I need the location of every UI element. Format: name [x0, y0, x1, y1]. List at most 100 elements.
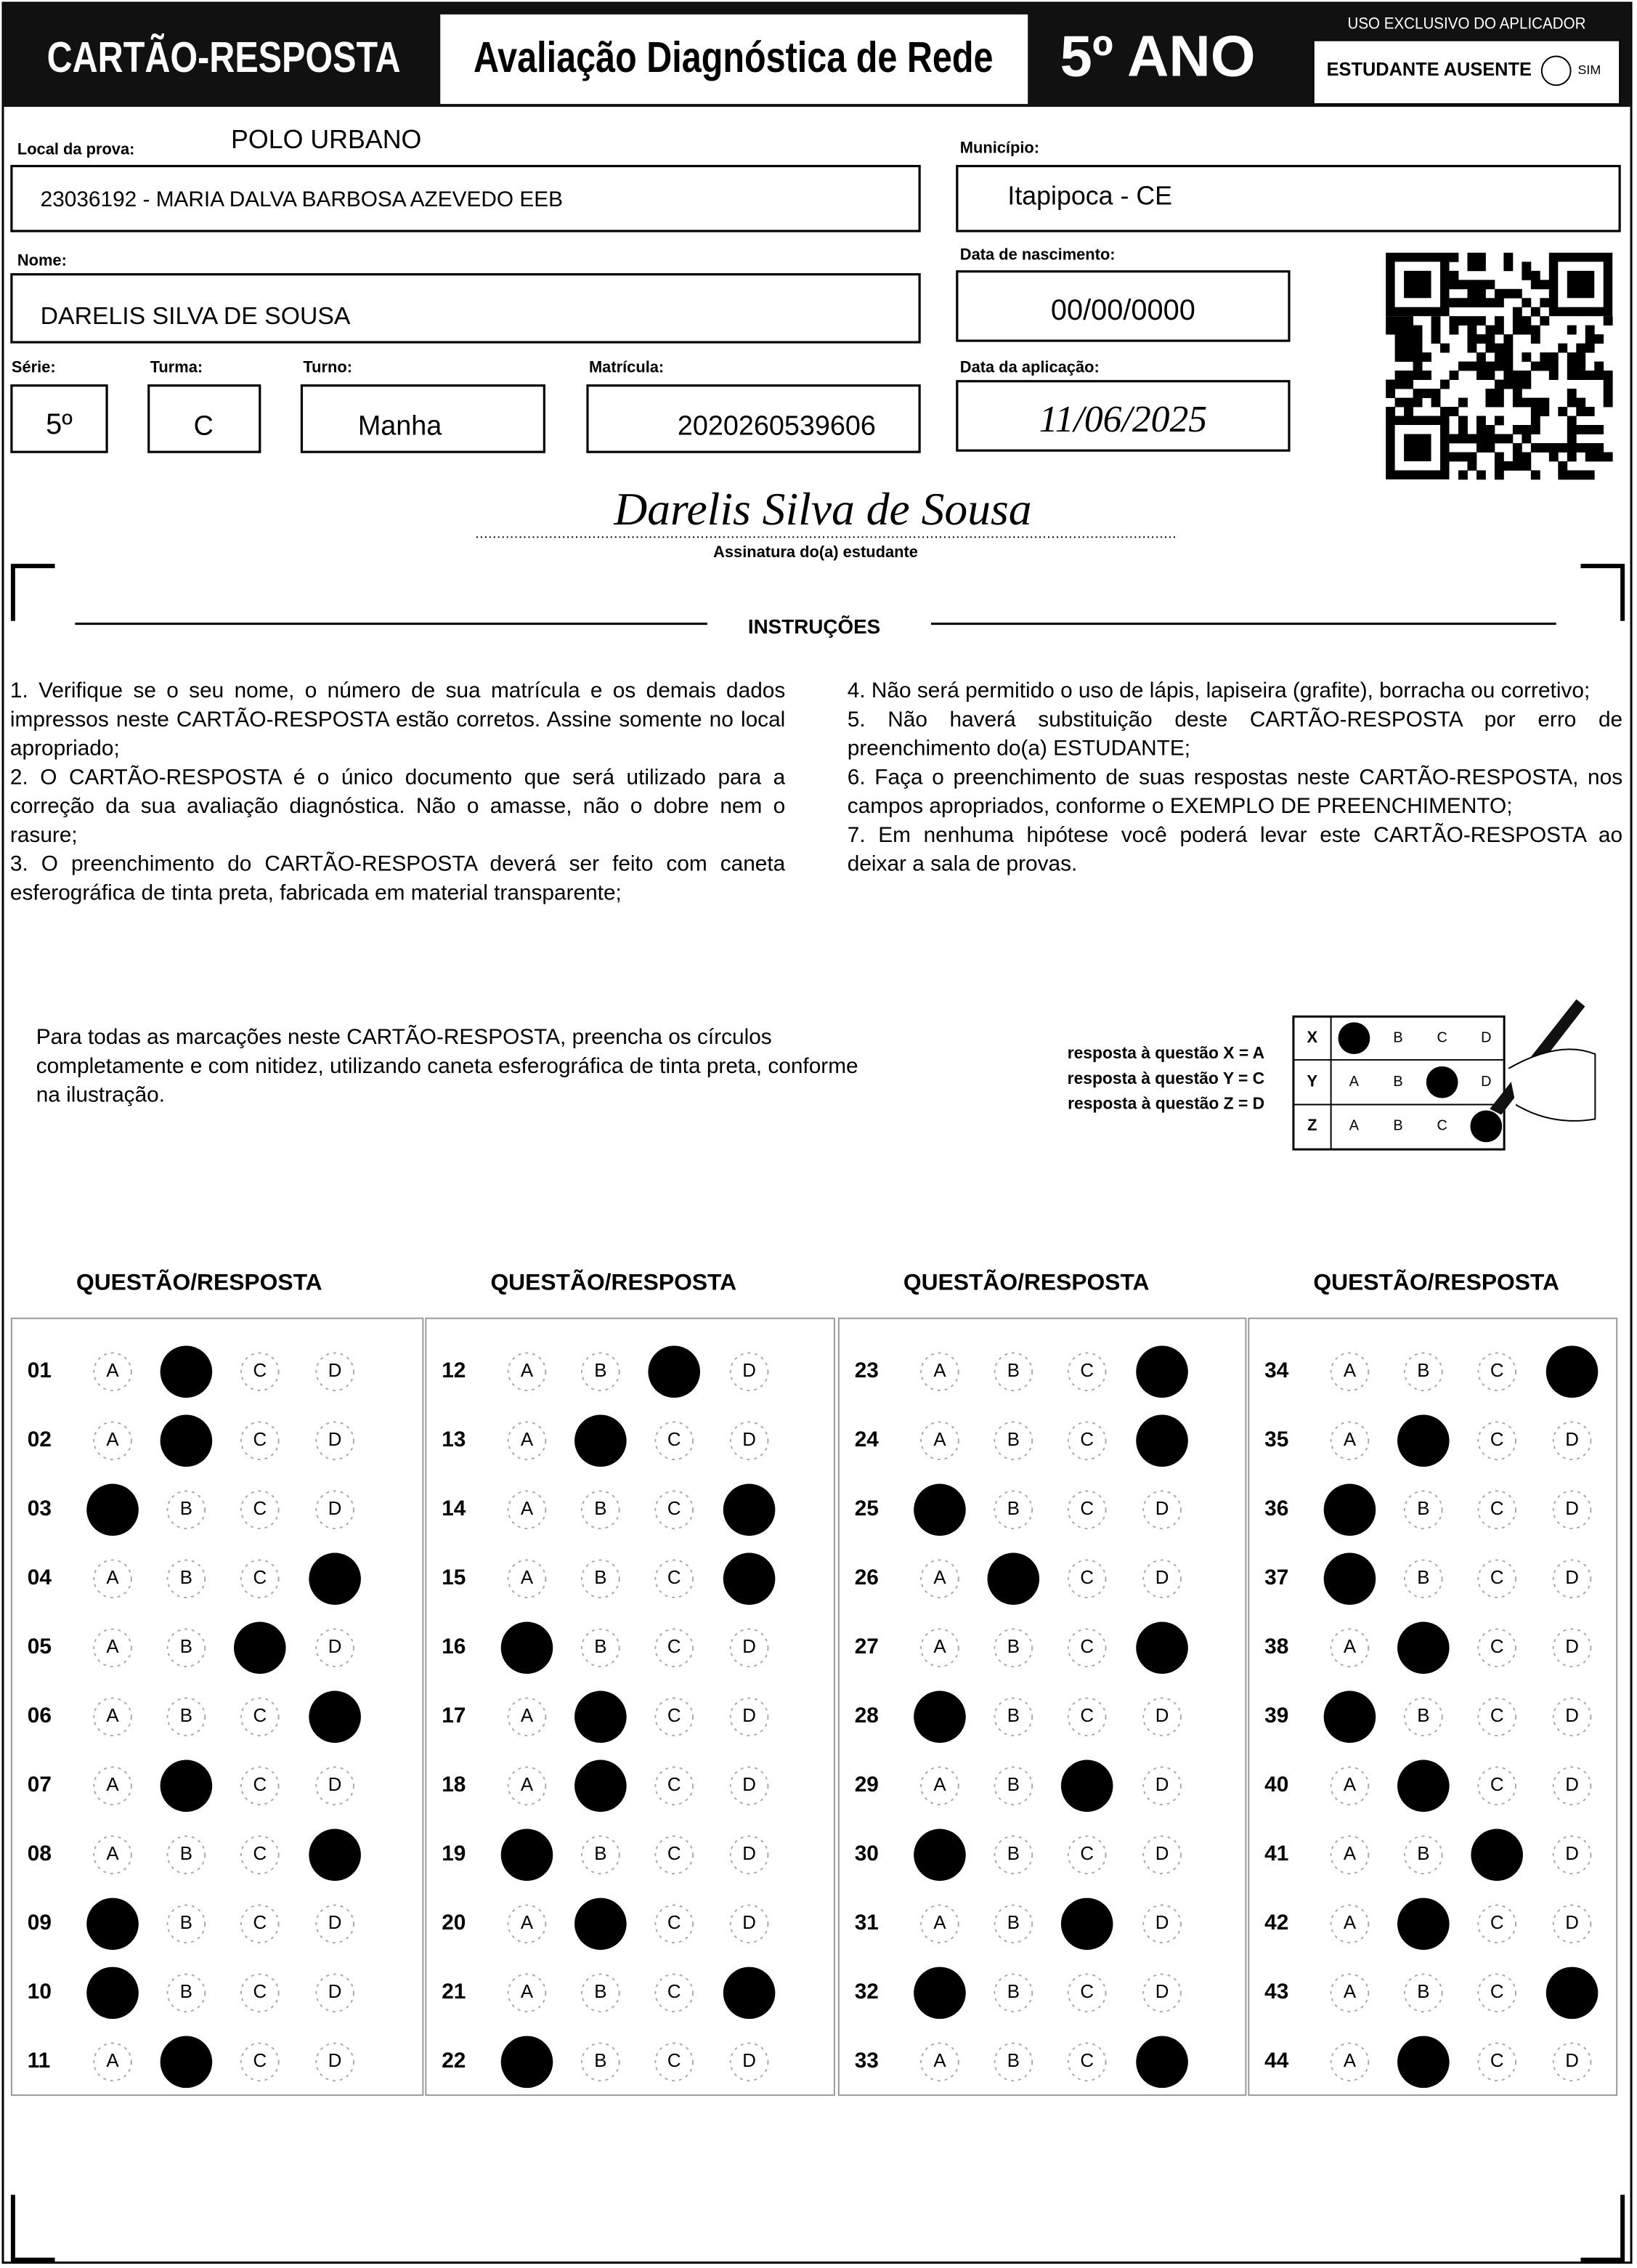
filled-bubble[interactable] — [1060, 1759, 1113, 1813]
bubble[interactable] — [507, 1559, 547, 1599]
bubble[interactable] — [1552, 1697, 1592, 1737]
filled-bubble[interactable] — [86, 1483, 139, 1536]
bubble[interactable] — [994, 1490, 1033, 1530]
filled-bubble[interactable] — [914, 1483, 966, 1536]
filled-bubble[interactable] — [1397, 1414, 1450, 1467]
bubble[interactable] — [166, 1559, 206, 1599]
bubble[interactable] — [1142, 1490, 1182, 1530]
bubble[interactable] — [654, 1421, 694, 1461]
bubble[interactable] — [315, 1352, 354, 1392]
bubble[interactable] — [994, 1697, 1033, 1737]
bubble[interactable] — [315, 1973, 354, 2013]
bubble[interactable] — [507, 1421, 547, 1461]
bubble[interactable] — [240, 1697, 280, 1737]
bubble[interactable] — [315, 1766, 354, 1806]
bubble[interactable] — [994, 1973, 1033, 2013]
filled-bubble[interactable] — [1136, 1345, 1188, 1398]
filled-bubble[interactable] — [1545, 1967, 1599, 2020]
bubble[interactable] — [507, 1904, 547, 1944]
filled-bubble[interactable] — [1323, 1690, 1376, 1743]
bubble[interactable] — [93, 1835, 132, 1875]
bubble[interactable] — [1403, 1835, 1443, 1875]
filled-bubble[interactable] — [987, 1552, 1040, 1605]
bubble[interactable] — [1330, 2042, 1370, 2082]
filled-bubble[interactable] — [1136, 2036, 1188, 2089]
filled-bubble[interactable] — [574, 1414, 627, 1467]
bubble[interactable] — [920, 2042, 959, 2082]
bubble[interactable] — [507, 1697, 547, 1737]
filled-bubble[interactable] — [1471, 1828, 1523, 1882]
bubble[interactable] — [581, 1835, 620, 1875]
bubble[interactable] — [240, 1904, 280, 1944]
filled-bubble[interactable] — [723, 1552, 776, 1605]
filled-bubble[interactable] — [160, 1414, 213, 1467]
bubble[interactable] — [1067, 2042, 1107, 2082]
bubble[interactable] — [1330, 1421, 1370, 1461]
bubble[interactable] — [581, 1973, 620, 2013]
bubble[interactable] — [1477, 1973, 1517, 2013]
bubble[interactable] — [1067, 1973, 1107, 2013]
bubble[interactable] — [1477, 1559, 1517, 1599]
filled-bubble[interactable] — [1323, 1552, 1376, 1605]
absent-bubble[interactable] — [1540, 55, 1572, 86]
bubble[interactable] — [166, 1835, 206, 1875]
bubble[interactable] — [1477, 1352, 1517, 1392]
bubble[interactable] — [1552, 1628, 1592, 1668]
bubble[interactable] — [581, 1628, 620, 1668]
filled-bubble[interactable] — [309, 1552, 361, 1605]
filled-bubble[interactable] — [1397, 1621, 1450, 1674]
bubble[interactable] — [1477, 1697, 1517, 1737]
bubble[interactable] — [1403, 1973, 1443, 2013]
bubble[interactable] — [1330, 1835, 1370, 1875]
bubble[interactable] — [581, 2042, 620, 2082]
bubble[interactable] — [240, 1973, 280, 2013]
bubble[interactable] — [994, 1352, 1033, 1392]
bubble[interactable] — [507, 1973, 547, 2013]
bubble[interactable] — [581, 1490, 620, 1530]
filled-bubble[interactable] — [914, 1967, 966, 2020]
bubble[interactable] — [507, 1352, 547, 1392]
filled-bubble[interactable] — [309, 1690, 361, 1743]
bubble[interactable] — [654, 1490, 694, 1530]
bubble[interactable] — [1142, 1904, 1182, 1944]
filled-bubble[interactable] — [723, 1483, 776, 1536]
filled-bubble[interactable] — [1545, 1345, 1599, 1398]
bubble[interactable] — [93, 1697, 132, 1737]
bubble[interactable] — [1403, 1559, 1443, 1599]
bubble[interactable] — [1552, 1766, 1592, 1806]
bubble[interactable] — [654, 2042, 694, 2082]
bubble[interactable] — [1330, 1766, 1370, 1806]
bubble[interactable] — [729, 2042, 769, 2082]
bubble[interactable] — [654, 1559, 694, 1599]
filled-bubble[interactable] — [574, 1690, 627, 1743]
bubble[interactable] — [240, 1766, 280, 1806]
bubble[interactable] — [729, 1697, 769, 1737]
bubble[interactable] — [315, 2042, 354, 2082]
filled-bubble[interactable] — [723, 1967, 776, 2020]
bubble[interactable] — [1142, 1973, 1182, 2013]
bubble[interactable] — [166, 1628, 206, 1668]
filled-bubble[interactable] — [914, 1690, 966, 1743]
bubble[interactable] — [920, 1421, 959, 1461]
bubble[interactable] — [1403, 1697, 1443, 1737]
bubble[interactable] — [1477, 1766, 1517, 1806]
bubble[interactable] — [240, 1352, 280, 1392]
filled-bubble[interactable] — [500, 1621, 553, 1674]
bubble[interactable] — [1552, 1421, 1592, 1461]
filled-bubble[interactable] — [160, 1345, 213, 1398]
filled-bubble[interactable] — [500, 2036, 553, 2089]
bubble[interactable] — [93, 1559, 132, 1599]
filled-bubble[interactable] — [1136, 1414, 1188, 1467]
bubble[interactable] — [166, 1973, 206, 2013]
filled-bubble[interactable] — [574, 1759, 627, 1813]
bubble[interactable] — [729, 1904, 769, 1944]
bubble[interactable] — [166, 1697, 206, 1737]
bubble[interactable] — [1142, 1697, 1182, 1737]
bubble[interactable] — [1330, 1352, 1370, 1392]
bubble[interactable] — [1142, 1559, 1182, 1599]
bubble[interactable] — [654, 1697, 694, 1737]
filled-bubble[interactable] — [86, 1898, 139, 1951]
bubble[interactable] — [729, 1352, 769, 1392]
bubble[interactable] — [1067, 1559, 1107, 1599]
bubble[interactable] — [920, 1904, 959, 1944]
